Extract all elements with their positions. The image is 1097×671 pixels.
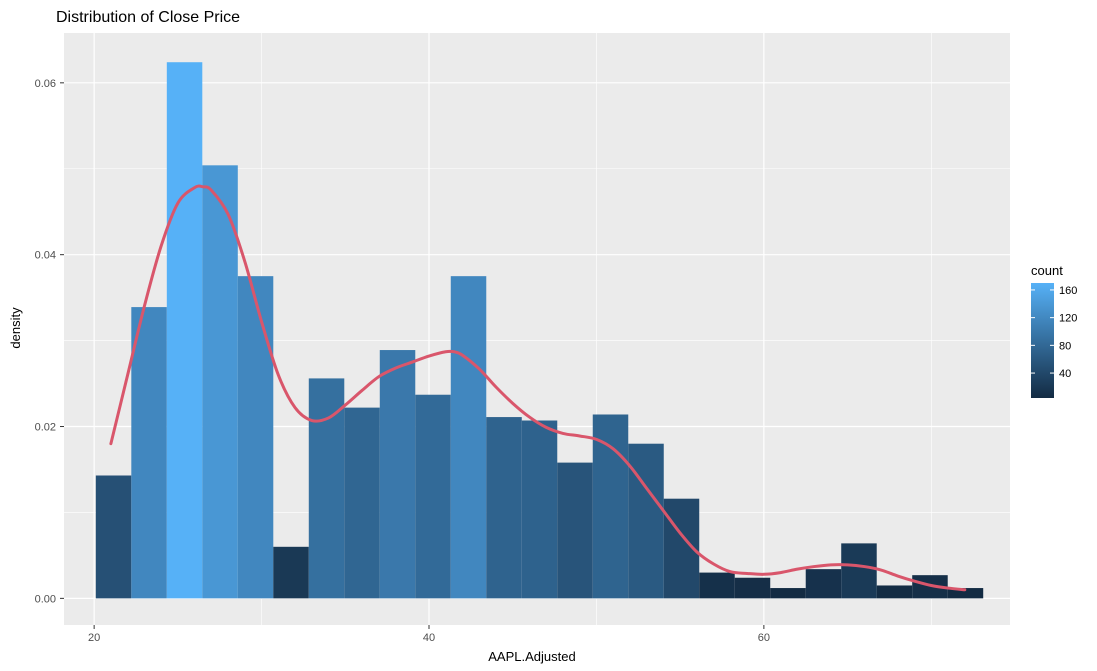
legend-title: count: [1031, 263, 1063, 278]
histogram-bar: [308, 378, 345, 599]
histogram-bar: [379, 350, 416, 599]
histogram-bar: [770, 588, 806, 599]
x-axis-title: AAPL.Adjusted: [488, 649, 575, 664]
legend-tick-label: 80: [1059, 340, 1071, 352]
histogram-bar: [486, 417, 522, 599]
histogram-bar: [876, 585, 913, 599]
x-axis: 20 40 60: [88, 625, 770, 644]
legend-tick-label: 160: [1059, 285, 1077, 297]
histogram-bar: [95, 475, 132, 599]
y-tick-label: 0.04: [35, 250, 56, 262]
density-curve: [109, 184, 967, 592]
histogram-bar: [947, 588, 984, 599]
legend-colorbar: [1031, 283, 1054, 398]
histogram-bar: [521, 420, 558, 599]
histogram-bar: [273, 546, 309, 599]
histogram-bar: [166, 62, 203, 599]
histogram-bar: [912, 575, 948, 599]
y-tick-label: 0.06: [35, 78, 56, 90]
y-axis: 0.00 0.02 0.04 0.06: [35, 78, 64, 605]
histogram-bar: [131, 307, 167, 599]
histogram-bar: [450, 276, 487, 599]
histogram-bar: [734, 577, 771, 599]
x-tick-label: 40: [423, 632, 435, 644]
x-tick-label: 20: [88, 632, 100, 644]
y-tick-label: 0.00: [35, 593, 56, 605]
histogram-bar: [841, 543, 877, 599]
y-axis-title: density: [8, 307, 23, 349]
histogram-bar: [344, 407, 380, 599]
histogram-bars: [95, 62, 984, 599]
histogram-bar: [699, 572, 735, 599]
y-tick-label: 0.02: [35, 422, 56, 434]
legend-tick-label: 40: [1059, 368, 1071, 380]
legend-tick-label: 120: [1059, 313, 1077, 325]
histogram-bar: [202, 165, 238, 599]
histogram-bar: [415, 394, 451, 599]
histogram-bar: [628, 443, 664, 599]
x-tick-label: 60: [758, 632, 770, 644]
histogram-bar: [237, 276, 274, 599]
legend-ticks: 40 80 120 160: [1031, 285, 1077, 380]
histogram-bar: [592, 414, 629, 599]
chart-title: Distribution of Close Price: [56, 9, 240, 26]
histogram-bar: [557, 462, 593, 599]
legend: count 40 80 120 160: [1031, 263, 1077, 398]
histogram-bar: [805, 569, 842, 599]
